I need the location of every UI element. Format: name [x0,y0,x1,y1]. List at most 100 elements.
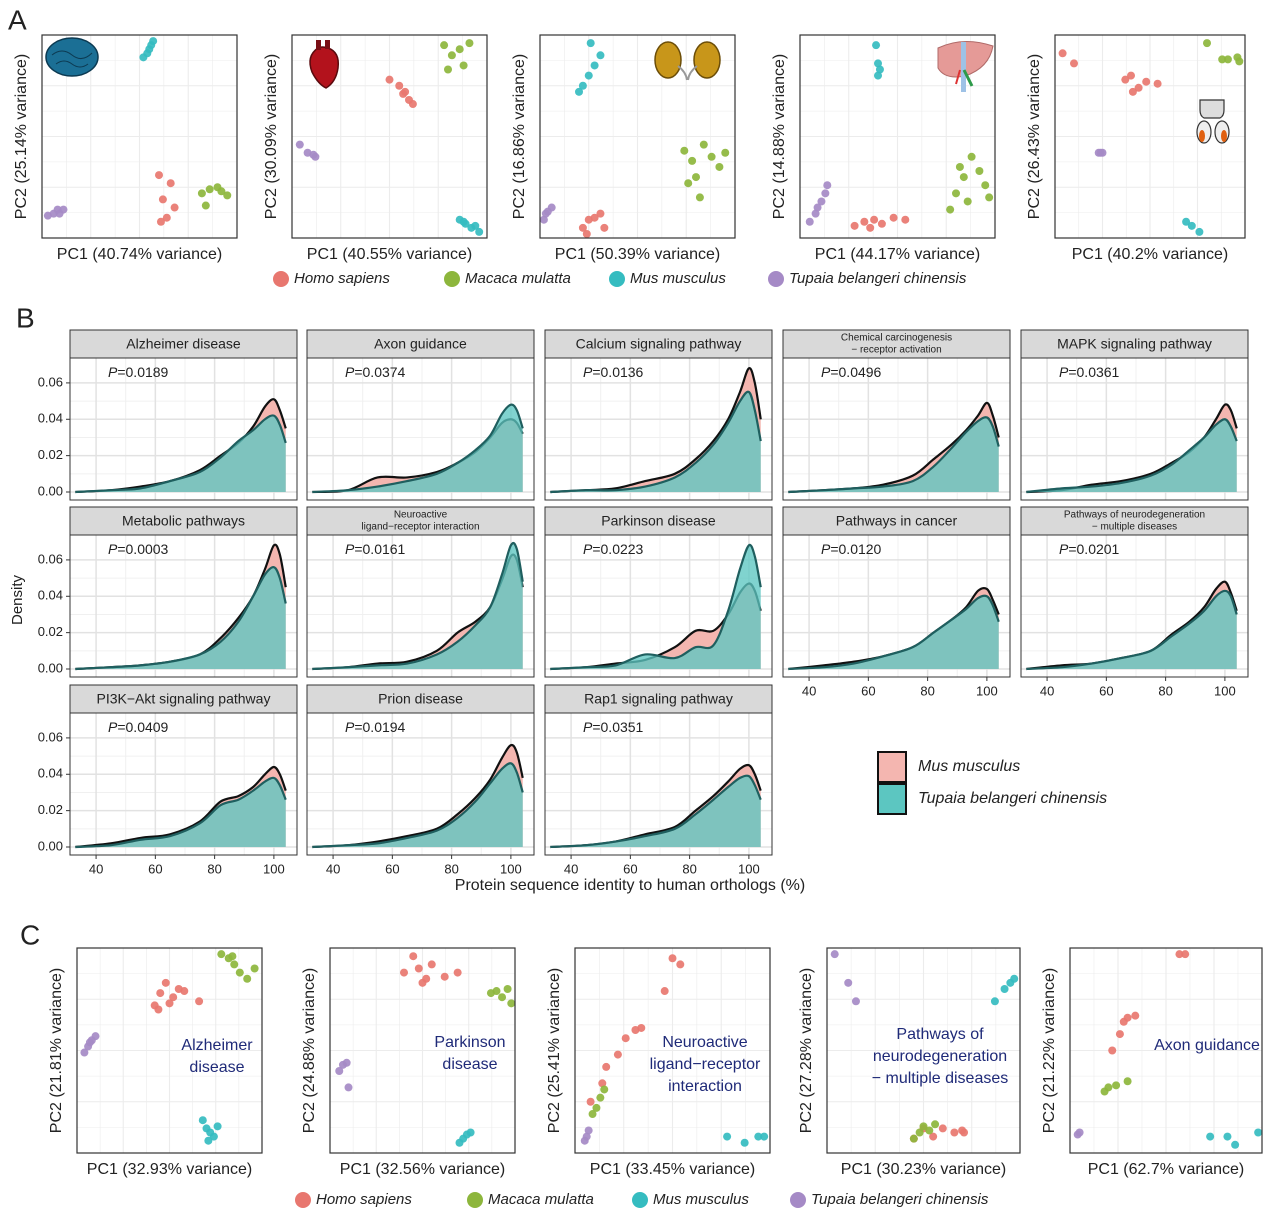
data-point [459,217,468,226]
facet-title: MAPK signaling pathway [1057,336,1212,352]
legend-label: Homo sapiens [294,270,390,287]
data-point [582,1132,591,1141]
data-point [507,999,516,1008]
data-point [1000,985,1009,993]
y-axis-label: PC2 (25.41% variance) [546,968,563,1133]
data-point [621,1034,630,1043]
legend-label: Tupaia belangeri chinensis [918,790,1107,807]
data-point [875,65,884,74]
data-point [230,960,239,969]
data-point [161,978,170,987]
plot-frame [76,947,263,1154]
data-point [228,952,237,961]
data-point [967,152,976,161]
data-point [1203,39,1211,48]
density-line [312,541,524,671]
kidney-icon [654,41,721,81]
heart-icon [309,40,340,89]
density-line [75,566,287,671]
p-value: P=0.0189 [108,364,169,380]
facet-title: Rap1 signaling pathway [584,691,733,707]
facet-title: Alzheimer disease [126,336,241,352]
data-point [1128,87,1137,96]
x-axis-label: PC1 (44.17% variance) [815,246,980,263]
plot-frame [782,534,1011,678]
data-point [821,189,830,198]
data-point [400,968,408,977]
y-tick-label: 0.04 [38,766,63,781]
plot-frame [306,357,535,501]
plot-frame [1069,947,1263,1154]
density-area [1026,419,1237,492]
data-point [586,1097,595,1106]
density-area [1026,590,1237,669]
data-point [1070,59,1078,68]
data-point [492,987,501,996]
data-point [250,964,259,973]
y-tick-label: 0.00 [38,660,63,675]
data-point [217,187,226,196]
data-point [209,1132,218,1141]
data-point [660,987,669,996]
density-line [550,543,762,671]
data-point [584,1126,593,1135]
data-point [156,217,165,226]
x-tick-label: 80 [920,683,934,698]
data-point [1231,1140,1240,1149]
annotation: ligand−receptor [650,1056,761,1073]
data-point [959,173,968,182]
data-point [453,968,462,977]
data-point [699,140,708,149]
x-tick-label: 100 [738,861,760,876]
legend-label: Mus musculus [653,1191,749,1208]
liver-icon [937,41,994,92]
plot-frame [69,534,298,678]
data-point [1131,1011,1140,1020]
data-point [860,217,869,226]
data-point [335,1067,344,1075]
data-point [870,215,879,224]
facet-strip [306,684,535,714]
data-point [170,203,179,212]
x-tick-label: 40 [802,683,816,698]
data-point [588,1110,597,1119]
x-tick-label: 80 [444,861,458,876]
data-point [668,954,677,963]
p-value: P=0.0136 [583,364,644,380]
data-point [1104,1083,1113,1092]
data-point [1112,1081,1121,1090]
y-axis-label: PC2 (26.43% variance) [1026,54,1043,219]
brain-icon [45,37,99,77]
plot-frame [544,357,773,501]
data-point [1223,1132,1232,1141]
x-axis-label: PC1 (40.55% variance) [307,246,472,263]
plot-frame [544,534,773,678]
data-point [197,189,206,198]
plot-frame [291,34,488,239]
x-axis-label: PC1 (40.2% variance) [1072,246,1229,263]
density-area [788,595,999,669]
density-area [550,391,761,492]
plot-frame [574,947,771,1154]
x-tick-label: 40 [326,861,340,876]
data-point [1187,221,1196,230]
facet-title: Pathways in cancer [836,513,958,529]
facet-title: Axon guidance [374,336,467,352]
data-point [695,193,704,202]
data-point [1195,227,1204,236]
facet-strip [544,329,773,359]
y-axis-label: PC2 (25.14% variance) [13,54,30,219]
density-area [312,543,523,669]
data-point [613,1050,622,1059]
facet-title: ligand−receptor interaction [361,522,479,533]
data-point [874,59,882,68]
data-point [813,203,822,212]
data-point [80,1048,89,1057]
data-point [149,37,158,46]
data-point [1223,55,1232,64]
plot-frame [539,34,736,239]
data-point [963,197,972,206]
data-point [1075,1128,1084,1137]
x-tick-label: 40 [1040,683,1054,698]
